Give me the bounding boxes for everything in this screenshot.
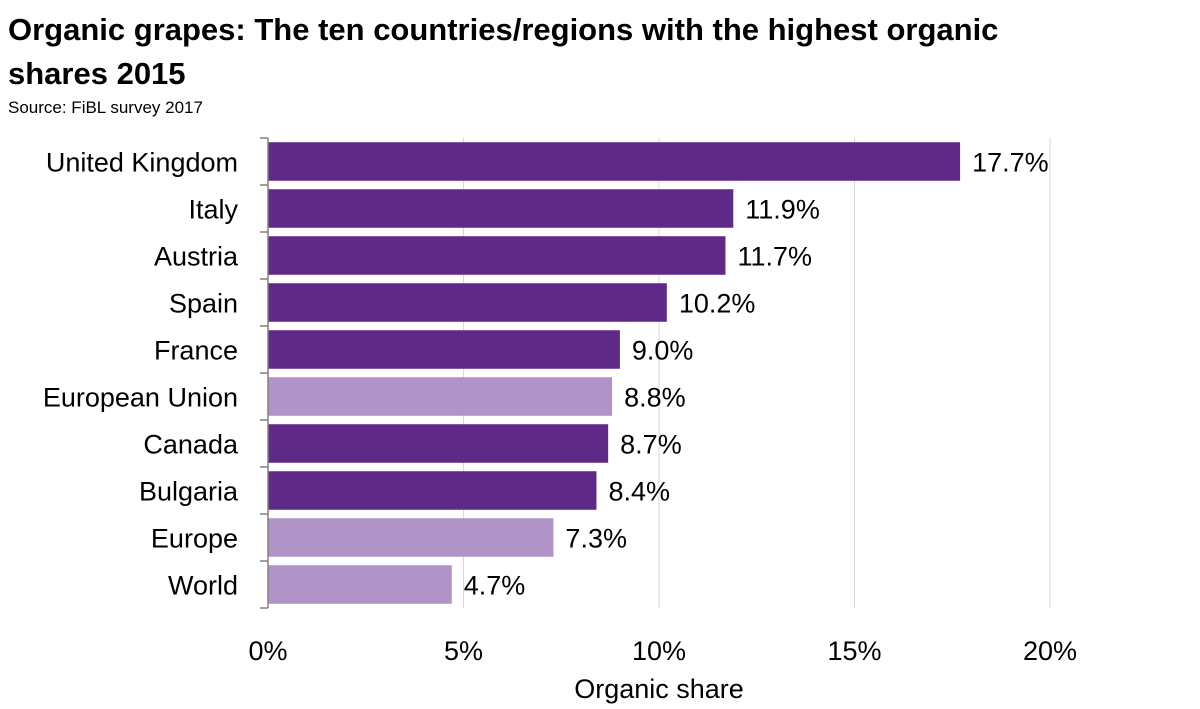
bar	[268, 471, 597, 510]
x-tick-label: 20%	[1023, 636, 1077, 666]
bar	[268, 189, 734, 228]
category-label: Bulgaria	[139, 477, 239, 507]
value-label: 17.7%	[972, 148, 1049, 178]
category-label: France	[154, 336, 238, 366]
category-label: Spain	[169, 289, 238, 319]
category-label: Europe	[151, 524, 238, 554]
value-label: 10.2%	[679, 289, 756, 319]
x-tick-label: 10%	[632, 636, 686, 666]
value-label: 8.8%	[624, 383, 686, 413]
bar	[268, 518, 554, 557]
x-tick-label: 5%	[444, 636, 483, 666]
bars	[268, 142, 961, 604]
value-label: 7.3%	[565, 524, 627, 554]
x-tick-label: 15%	[827, 636, 881, 666]
x-tick-label: 0%	[248, 636, 287, 666]
value-label: 8.4%	[608, 477, 670, 507]
value-label: 9.0%	[632, 336, 694, 366]
bar	[268, 424, 609, 463]
bar	[268, 236, 726, 275]
bar	[268, 330, 620, 369]
bar	[268, 142, 961, 181]
category-label: World	[168, 571, 238, 601]
chart-title: Organic grapes: The ten countries/region…	[8, 12, 999, 91]
chart-subtitle: Source: FiBL survey 2017	[8, 98, 203, 117]
category-label: Canada	[143, 430, 239, 460]
category-label: Austria	[154, 242, 239, 272]
category-label: United Kingdom	[46, 148, 238, 178]
category-label: European Union	[43, 383, 238, 413]
axes	[260, 137, 269, 609]
x-axis-title: Organic share	[574, 674, 744, 704]
labels: 0% 5% 10% 15% 20% United Kingdom 17.7% Italy 11.…	[43, 148, 1077, 667]
value-label: 11.7%	[737, 242, 812, 272]
bar	[268, 565, 452, 604]
value-label: 4.7%	[464, 571, 526, 601]
bar	[268, 283, 667, 322]
bar	[268, 377, 613, 416]
value-label: 8.7%	[620, 430, 682, 460]
category-label: Italy	[188, 195, 238, 225]
value-label: 11.9%	[745, 195, 820, 225]
